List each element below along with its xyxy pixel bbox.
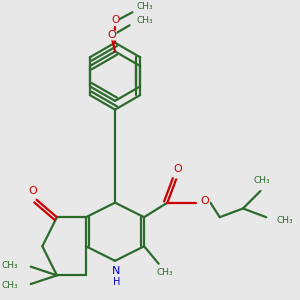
Text: CH₃: CH₃ xyxy=(137,16,154,26)
Text: O: O xyxy=(173,164,182,174)
Text: H: H xyxy=(113,277,120,287)
Text: O: O xyxy=(201,196,210,206)
Text: N: N xyxy=(112,266,121,276)
Text: CH₃: CH₃ xyxy=(137,2,154,11)
Text: O: O xyxy=(111,15,119,26)
Text: CH₃: CH₃ xyxy=(276,216,293,225)
Text: CH₃: CH₃ xyxy=(156,268,173,277)
Text: CH₃: CH₃ xyxy=(1,281,18,290)
Text: CH₃: CH₃ xyxy=(254,176,270,185)
Text: CH₃: CH₃ xyxy=(1,261,18,270)
Text: O: O xyxy=(29,186,38,196)
Text: O: O xyxy=(108,31,116,40)
